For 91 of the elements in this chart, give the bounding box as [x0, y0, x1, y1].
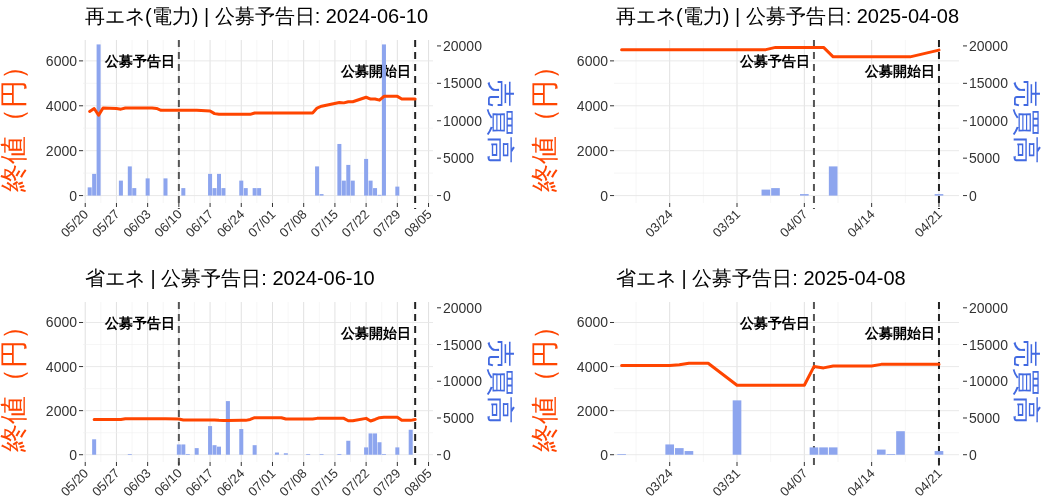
y-tick-label: 0 — [69, 187, 78, 204]
y-tick-label: 6000 — [45, 52, 78, 69]
y2-tick-label: 20000 — [443, 37, 483, 54]
bar — [252, 188, 257, 196]
y2-tick-label: 10000 — [969, 112, 1009, 129]
chart-title: 省エネ | 公募予告日: 2024-06-10 — [85, 267, 375, 289]
bar — [828, 166, 838, 196]
bar — [346, 164, 351, 196]
bar — [216, 173, 221, 196]
y2-tick-label: 5000 — [969, 150, 1001, 167]
y-axis-title: 終値（円） — [0, 51, 29, 193]
bar — [163, 178, 168, 196]
y2-axis-title: 売買高 — [1011, 340, 1042, 424]
y2-tick-label: 5000 — [443, 150, 475, 167]
y2-tick-label: 10000 — [443, 112, 483, 129]
y2-tick-label: 10000 — [969, 373, 1009, 390]
bar — [315, 166, 320, 196]
ref-line-label: 公募予告日 — [738, 53, 810, 69]
bar — [239, 429, 244, 455]
y2-tick-label: 15000 — [443, 336, 483, 353]
y2-tick-label: 0 — [443, 446, 451, 463]
y-tick-label: 0 — [600, 187, 609, 204]
y2-axis-title: 売買高 — [485, 79, 516, 164]
y-tick-label: 4000 — [45, 97, 78, 114]
bar — [252, 445, 257, 455]
y-tick-label: 0 — [600, 446, 609, 463]
y-tick-label: 6000 — [576, 314, 609, 331]
y-axis-title: 終値（円） — [529, 51, 560, 193]
bar — [176, 444, 181, 455]
bar — [381, 44, 386, 196]
y2-tick-label: 20000 — [969, 37, 1009, 54]
y-tick-label: 6000 — [576, 52, 609, 69]
chart-title: 省エネ | 公募予告日: 2025-04-08 — [616, 267, 906, 289]
y-tick-label: 2000 — [576, 142, 609, 159]
bar — [346, 440, 351, 455]
y2-tick-label: 15000 — [969, 336, 1009, 353]
y-tick-label: 4000 — [576, 97, 609, 114]
bar — [368, 433, 373, 455]
y2-tick-label: 20000 — [443, 299, 483, 316]
y2-axis-title: 売買高 — [1011, 79, 1042, 164]
y2-tick-label: 10000 — [443, 373, 483, 390]
y-axis-title: 終値（円） — [529, 312, 560, 453]
bar — [225, 401, 230, 455]
line-series — [620, 361, 941, 387]
bar — [92, 439, 97, 455]
bar — [239, 180, 244, 196]
y-tick-label: 2000 — [45, 142, 78, 159]
bar — [257, 188, 262, 196]
bar — [208, 426, 213, 455]
ref-line-label: 公募開始日 — [863, 325, 935, 341]
bar — [145, 178, 150, 196]
y-tick-label: 4000 — [576, 358, 609, 375]
bar — [118, 180, 123, 196]
y-tick-label: 6000 — [45, 314, 78, 331]
bar — [373, 433, 378, 455]
y2-tick-label: 5000 — [969, 410, 1001, 426]
y2-tick-label: 0 — [969, 187, 977, 204]
y2-axis-title: 売買高 — [485, 340, 516, 424]
ref-line-label: 公募予告日 — [738, 315, 810, 331]
bar — [181, 444, 186, 455]
bar — [216, 446, 221, 455]
ref-line-label: 公募開始日 — [863, 63, 935, 79]
y-axis-title: 終値（円） — [0, 312, 29, 453]
bar — [127, 166, 132, 196]
bar — [408, 429, 413, 455]
ref-line-label: 公募予告日 — [103, 53, 175, 69]
y-tick-label: 2000 — [576, 402, 609, 419]
bar — [732, 400, 742, 455]
y2-tick-label: 0 — [443, 187, 451, 204]
chart-title: 再エネ(電力) | 公募予告日: 2025-04-08 — [616, 5, 960, 27]
ref-line-label: 公募開始日 — [340, 325, 412, 341]
bar — [181, 188, 186, 196]
y2-tick-label: 20000 — [969, 299, 1009, 316]
bar — [364, 158, 369, 196]
y-tick-label: 0 — [69, 446, 78, 463]
y2-tick-label: 15000 — [969, 75, 1009, 92]
y2-tick-label: 5000 — [443, 410, 475, 426]
bar — [934, 451, 944, 455]
bar — [208, 173, 213, 196]
y2-tick-label: 0 — [969, 446, 977, 463]
chart-title: 再エネ(電力) | 公募予告日: 2024-06-10 — [85, 5, 429, 27]
bar — [337, 143, 342, 196]
y2-tick-label: 15000 — [443, 75, 483, 92]
ref-line-label: 公募予告日 — [103, 315, 175, 331]
bar — [395, 447, 400, 455]
bar — [194, 448, 199, 455]
line-series — [88, 94, 417, 117]
y-tick-label: 2000 — [45, 402, 78, 419]
bar — [395, 186, 400, 196]
y-tick-label: 4000 — [45, 358, 78, 375]
bar — [96, 44, 101, 196]
